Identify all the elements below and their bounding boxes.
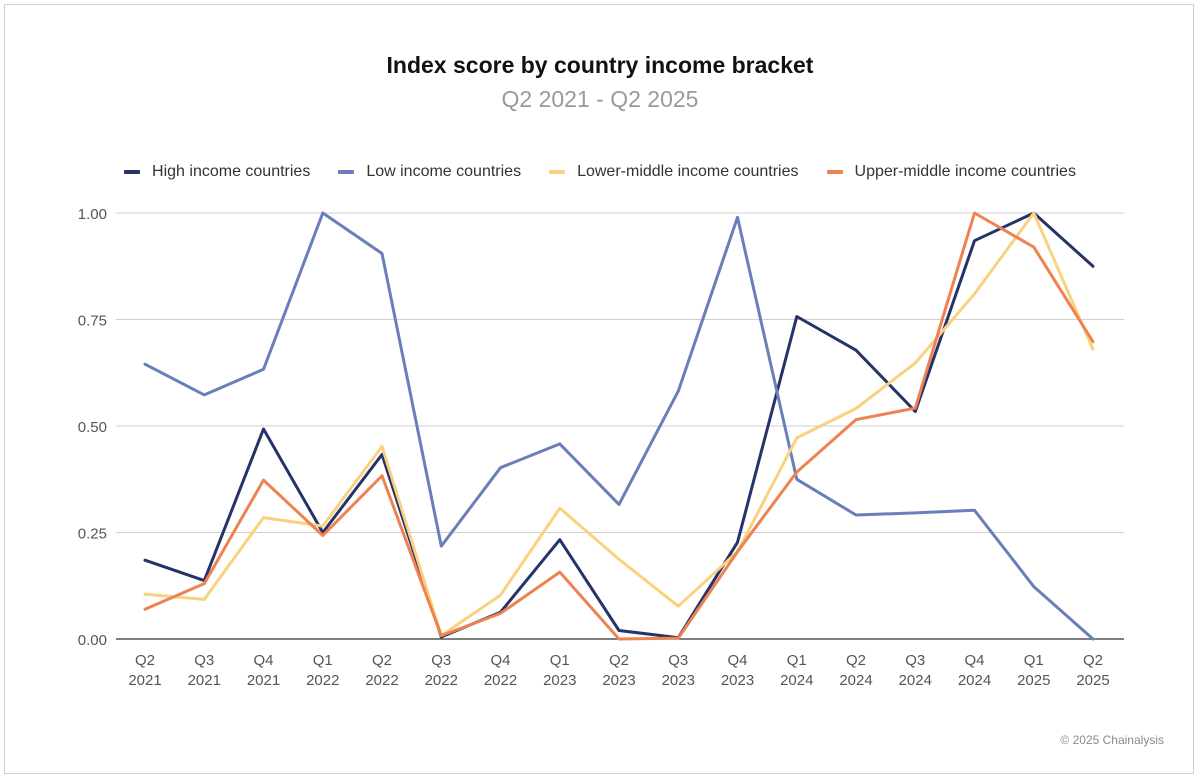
legend-item-lower-middle-income[interactable]: Lower-middle income countries <box>549 163 799 181</box>
y-tick-label: 0.75 <box>78 313 107 330</box>
legend-swatch-upper-middle-income <box>826 170 843 174</box>
y-tick-label: 0.00 <box>78 632 107 649</box>
x-tick-label: Q1 2023 <box>543 652 576 689</box>
legend-swatch-lower-middle-income <box>549 170 566 174</box>
chart-frame <box>4 4 1194 774</box>
series-line-lower-middle-income-countries <box>143 211 1095 638</box>
y-tick-label: 0.25 <box>78 526 107 543</box>
x-tick-label: Q2 2024 <box>839 652 872 689</box>
x-tick-label: Q3 2022 <box>425 652 458 689</box>
x-tick-label: Q3 2021 <box>188 652 221 689</box>
x-tick-label: Q4 2021 <box>247 652 280 689</box>
legend-label-upper-middle-income: Upper-middle income countries <box>854 163 1076 180</box>
legend-swatch-low-income <box>338 170 355 174</box>
legend-label-lower-middle-income: Lower-middle income countries <box>577 163 799 180</box>
x-tick-label: Q3 2023 <box>662 652 695 689</box>
legend-label-low-income: Low income countries <box>366 163 522 180</box>
x-tick-label: Q1 2024 <box>780 652 813 689</box>
y-tick-label: 0.50 <box>78 419 107 436</box>
x-tick-label: Q4 2022 <box>484 652 517 689</box>
x-tick-label: Q1 2022 <box>306 652 339 689</box>
x-tick-label: Q3 2024 <box>899 652 932 689</box>
x-tick-label: Q4 2024 <box>958 652 991 689</box>
copyright-text: © 2025 Chainalysis <box>1060 733 1164 747</box>
x-tick-label: Q2 2023 <box>602 652 635 689</box>
chart-title: Index score by country income bracket <box>386 52 814 78</box>
y-tick-label: 1.00 <box>78 206 107 223</box>
series-line-upper-middle-income-countries <box>143 211 1095 641</box>
legend-item-upper-middle-income[interactable]: Upper-middle income countries <box>826 163 1076 181</box>
legend-item-high-income[interactable]: High income countries <box>124 163 310 181</box>
series-line-low-income-countries <box>143 211 1095 641</box>
legend-swatch-high-income <box>124 170 141 174</box>
chart-subtitle: Q2 2021 - Q2 2025 <box>501 86 699 112</box>
series-line-high-income-countries <box>143 211 1095 640</box>
legend-label-high-income: High income countries <box>152 163 311 180</box>
x-tick-label: Q4 2023 <box>721 652 754 689</box>
legend-item-low-income[interactable]: Low income countries <box>338 163 521 181</box>
legend: High income countries Low income countri… <box>0 163 1200 181</box>
x-tick-label: Q1 2025 <box>1017 652 1050 689</box>
x-tick-label: Q2 2022 <box>365 652 398 689</box>
x-tick-label: Q2 2025 <box>1076 652 1109 689</box>
x-tick-label: Q2 2021 <box>128 652 161 689</box>
